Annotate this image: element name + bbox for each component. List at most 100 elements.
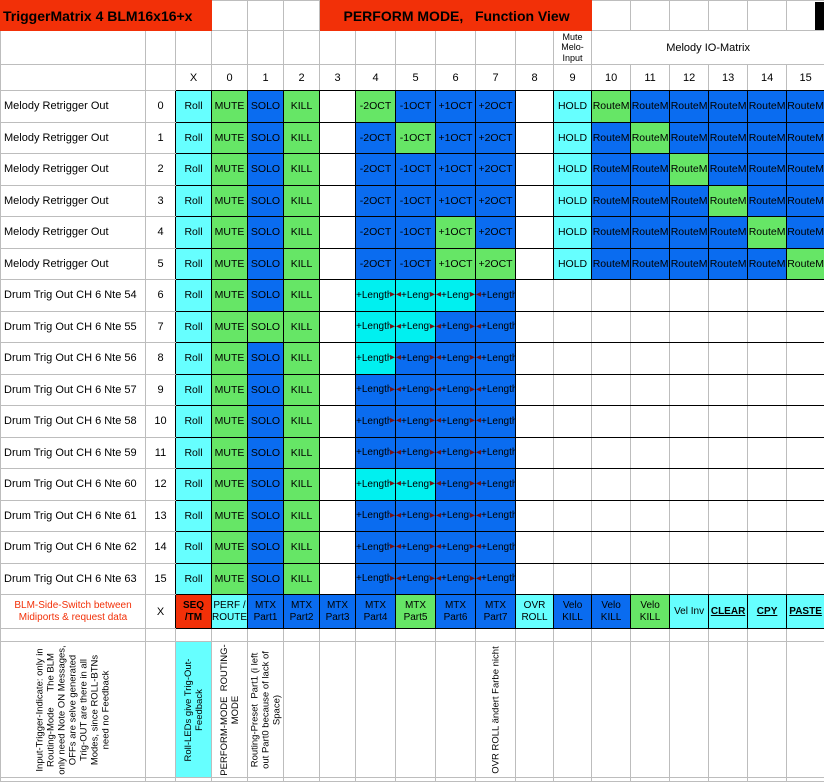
cell-length[interactable]: +Length▶ (356, 406, 396, 438)
cell-mute[interactable]: MUTE (212, 248, 248, 280)
cell-kill[interactable]: KILL (284, 185, 320, 217)
cell-2oct[interactable]: +2OCT (476, 122, 516, 154)
cell-hold[interactable]: HOLD (554, 185, 592, 217)
cell-length[interactable]: ◀+Length▶ (436, 563, 476, 595)
cell-2oct[interactable]: +2OCT (476, 217, 516, 249)
cell-length[interactable]: +Length▶ (356, 500, 396, 532)
cell-length[interactable]: +Length▶ (356, 532, 396, 564)
cell-length[interactable]: ◀+Length (476, 500, 516, 532)
cell-solo[interactable]: SOLO (248, 563, 284, 595)
cell-length[interactable]: ◀+Length (476, 311, 516, 343)
switch-velo-kill[interactable]: Velo KILL (592, 595, 631, 629)
cell-1oct[interactable]: -1OCT (396, 91, 436, 123)
cell-roll[interactable]: Roll (176, 185, 212, 217)
cell-mute[interactable]: MUTE (212, 406, 248, 438)
cell-routem[interactable]: RouteM (787, 217, 824, 249)
cell-routem[interactable]: RouteM (670, 248, 709, 280)
cell-1oct[interactable]: +1OCT (436, 91, 476, 123)
cell-solo[interactable]: SOLO (248, 437, 284, 469)
cell-2oct[interactable]: -2OCT (356, 248, 396, 280)
switch-mtx-part1[interactable]: MTX Part1 (248, 595, 284, 629)
cell-kill[interactable]: KILL (284, 311, 320, 343)
cell-routem[interactable]: RouteM (592, 185, 631, 217)
cell-1oct[interactable]: -1OCT (396, 217, 436, 249)
cell-routem[interactable]: RouteM (709, 248, 748, 280)
cell-routem[interactable]: RouteM (709, 217, 748, 249)
cell-length[interactable]: ◀+Length▶ (436, 343, 476, 375)
cell-roll[interactable]: Roll (176, 217, 212, 249)
cell-length[interactable]: ◀+Length▶ (396, 280, 436, 312)
cell-kill[interactable]: KILL (284, 343, 320, 375)
switch-cpy[interactable]: CPY (748, 595, 787, 629)
cell-mute[interactable]: MUTE (212, 122, 248, 154)
cell-2oct[interactable]: +2OCT (476, 248, 516, 280)
cell-routem[interactable]: RouteM (787, 248, 824, 280)
cell-roll[interactable]: Roll (176, 91, 212, 123)
cell-solo[interactable]: SOLO (248, 500, 284, 532)
cell-routem[interactable]: RouteM (709, 185, 748, 217)
cell-kill[interactable]: KILL (284, 469, 320, 501)
cell-routem[interactable]: RouteM (631, 122, 670, 154)
cell-hold[interactable]: HOLD (554, 154, 592, 186)
switch-mtx-part7[interactable]: MTX Part7 (476, 595, 516, 629)
cell-roll[interactable]: Roll (176, 406, 212, 438)
cell-length[interactable]: ◀+Length (476, 469, 516, 501)
cell-mute[interactable]: MUTE (212, 343, 248, 375)
cell-roll[interactable]: Roll (176, 500, 212, 532)
cell-roll[interactable]: Roll (176, 563, 212, 595)
cell-solo[interactable]: SOLO (248, 248, 284, 280)
switch-ovr-roll[interactable]: OVR ROLL (516, 595, 554, 629)
cell-length[interactable]: ◀+Length▶ (436, 311, 476, 343)
cell-routem[interactable]: RouteM (631, 217, 670, 249)
switch-mtx-part2[interactable]: MTX Part2 (284, 595, 320, 629)
cell-length[interactable]: +Length▶ (356, 343, 396, 375)
cell-length[interactable]: ◀+Length▶ (396, 311, 436, 343)
cell-routem[interactable]: RouteM (748, 185, 787, 217)
switch-mtx-part5[interactable]: MTX Part5 (396, 595, 436, 629)
cell-length[interactable]: ◀+Length▶ (436, 374, 476, 406)
cell-1oct[interactable]: +1OCT (436, 248, 476, 280)
cell-2oct[interactable]: -2OCT (356, 217, 396, 249)
switch-mtx-part6[interactable]: MTX Part6 (436, 595, 476, 629)
cell-length[interactable]: ◀+Length▶ (436, 437, 476, 469)
cell-length[interactable]: ◀+Length▶ (396, 343, 436, 375)
cell-routem[interactable]: RouteM (787, 122, 824, 154)
switch-clear[interactable]: CLEAR (709, 595, 748, 629)
cell-routem[interactable]: RouteM (631, 185, 670, 217)
cell-routem[interactable]: RouteM (592, 91, 631, 123)
cell-routem[interactable]: RouteM (748, 91, 787, 123)
cell-roll[interactable]: Roll (176, 532, 212, 564)
cell-length[interactable]: ◀+Length▶ (396, 437, 436, 469)
cell-length[interactable]: +Length▶ (356, 374, 396, 406)
cell-routem[interactable]: RouteM (631, 91, 670, 123)
switch-mtx-part4[interactable]: MTX Part4 (356, 595, 396, 629)
cell-solo[interactable]: SOLO (248, 280, 284, 312)
cell-mute[interactable]: MUTE (212, 280, 248, 312)
cell-kill[interactable]: KILL (284, 122, 320, 154)
switch-vel-inv[interactable]: Vel Inv (670, 595, 709, 629)
cell-routem[interactable]: RouteM (592, 248, 631, 280)
cell-2oct[interactable]: -2OCT (356, 154, 396, 186)
cell-routem[interactable]: RouteM (631, 248, 670, 280)
cell-length[interactable]: ◀+Length▶ (396, 374, 436, 406)
cell-hold[interactable]: HOLD (554, 122, 592, 154)
cell-roll[interactable]: Roll (176, 122, 212, 154)
switch-velo-kill[interactable]: Velo KILL (554, 595, 592, 629)
cell-routem[interactable]: RouteM (592, 217, 631, 249)
cell-routem[interactable]: RouteM (709, 154, 748, 186)
cell-2oct[interactable]: +2OCT (476, 91, 516, 123)
cell-routem[interactable]: RouteM (787, 91, 824, 123)
cell-solo[interactable]: SOLO (248, 185, 284, 217)
cell-solo[interactable]: SOLO (248, 311, 284, 343)
cell-routem[interactable]: RouteM (709, 122, 748, 154)
cell-length[interactable]: ◀+Length (476, 280, 516, 312)
cell-length[interactable]: ◀+Length▶ (436, 500, 476, 532)
cell-kill[interactable]: KILL (284, 437, 320, 469)
cell-mute[interactable]: MUTE (212, 437, 248, 469)
cell-kill[interactable]: KILL (284, 500, 320, 532)
cell-2oct[interactable]: -2OCT (356, 91, 396, 123)
cell-mute[interactable]: MUTE (212, 154, 248, 186)
cell-kill[interactable]: KILL (284, 532, 320, 564)
cell-length[interactable]: ◀+Length▶ (436, 532, 476, 564)
cell-routem[interactable]: RouteM (592, 154, 631, 186)
